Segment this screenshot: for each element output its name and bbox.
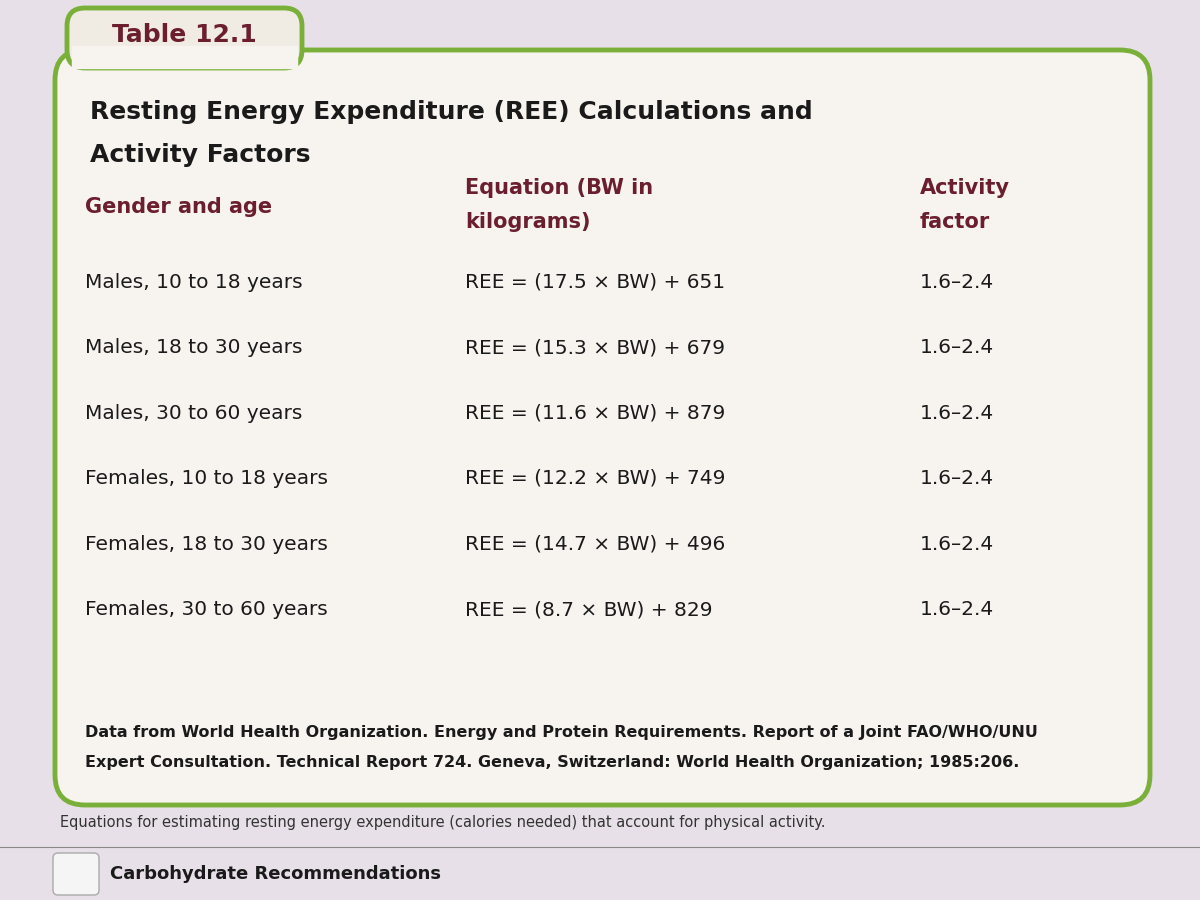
Text: 1.6–2.4: 1.6–2.4	[920, 338, 995, 357]
Text: 1.6–2.4: 1.6–2.4	[920, 535, 995, 554]
Text: Equation (BW in: Equation (BW in	[464, 178, 653, 198]
Text: Males, 30 to 60 years: Males, 30 to 60 years	[85, 403, 302, 422]
Text: REE = (14.7 × BW) + 496: REE = (14.7 × BW) + 496	[464, 535, 725, 554]
Text: Males, 10 to 18 years: Males, 10 to 18 years	[85, 273, 302, 292]
Text: REE = (17.5 × BW) + 651: REE = (17.5 × BW) + 651	[464, 273, 725, 292]
Text: Carbohydrate Recommendations: Carbohydrate Recommendations	[110, 865, 442, 883]
Text: kilograms): kilograms)	[464, 212, 590, 232]
Text: REE = (11.6 × BW) + 879: REE = (11.6 × BW) + 879	[464, 403, 725, 422]
Text: Equations for estimating resting energy expenditure (calories needed) that accou: Equations for estimating resting energy …	[60, 815, 826, 831]
Text: Activity Factors: Activity Factors	[90, 143, 311, 167]
Text: Females, 18 to 30 years: Females, 18 to 30 years	[85, 535, 328, 554]
FancyBboxPatch shape	[55, 50, 1150, 805]
Text: Expert Consultation. Technical Report 724. Geneva, Switzerland: World Health Org: Expert Consultation. Technical Report 72…	[85, 755, 1019, 770]
Text: 1.6–2.4: 1.6–2.4	[920, 273, 995, 292]
Text: Table 12.1: Table 12.1	[112, 23, 257, 47]
Text: Females, 30 to 60 years: Females, 30 to 60 years	[85, 600, 328, 619]
Text: Data from World Health Organization. Energy and Protein Requirements. Report of : Data from World Health Organization. Ene…	[85, 725, 1038, 741]
Text: Females, 10 to 18 years: Females, 10 to 18 years	[85, 469, 328, 488]
Text: Males, 18 to 30 years: Males, 18 to 30 years	[85, 338, 302, 357]
Text: 1.6–2.4: 1.6–2.4	[920, 403, 995, 422]
Text: factor: factor	[920, 212, 990, 232]
Text: Activity: Activity	[920, 178, 1010, 198]
FancyBboxPatch shape	[67, 8, 302, 68]
Text: 1.6–2.4: 1.6–2.4	[920, 469, 995, 488]
Text: Resting Energy Expenditure (REE) Calculations and: Resting Energy Expenditure (REE) Calcula…	[90, 100, 812, 124]
FancyBboxPatch shape	[53, 853, 98, 895]
Text: REE = (8.7 × BW) + 829: REE = (8.7 × BW) + 829	[464, 600, 713, 619]
Text: REE = (15.3 × BW) + 679: REE = (15.3 × BW) + 679	[464, 338, 725, 357]
Text: 1.6–2.4: 1.6–2.4	[920, 600, 995, 619]
Text: Gender and age: Gender and age	[85, 197, 272, 217]
Text: REE = (12.2 × BW) + 749: REE = (12.2 × BW) + 749	[464, 469, 725, 488]
